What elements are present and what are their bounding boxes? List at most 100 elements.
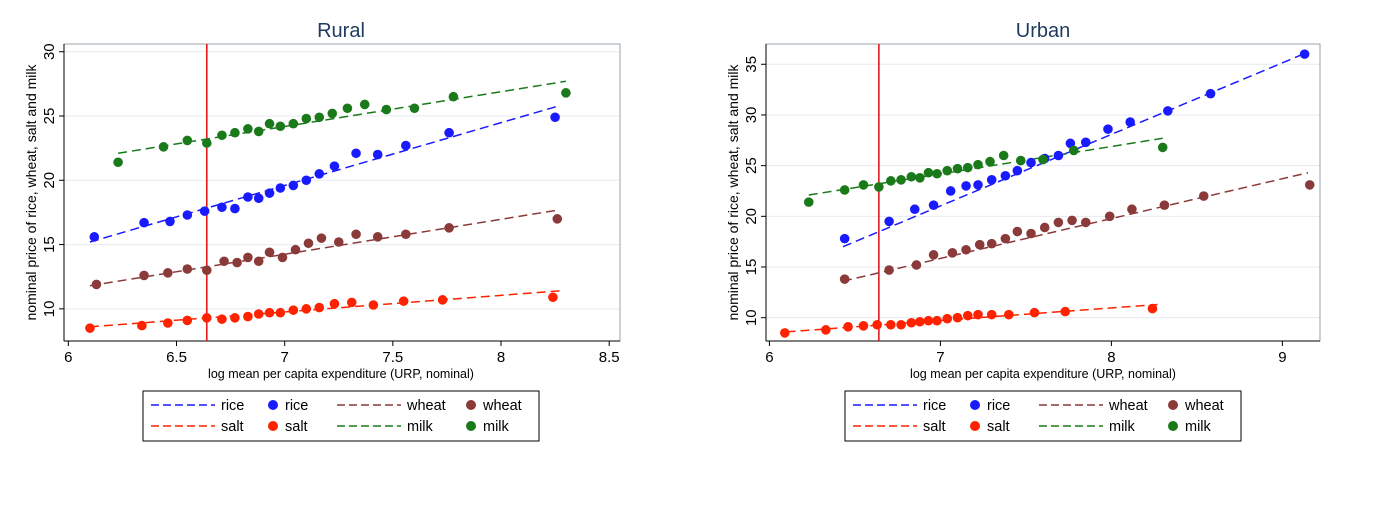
- salt-point: [973, 309, 983, 320]
- milk-point: [973, 159, 983, 170]
- salt-point: [886, 319, 896, 330]
- wheat-point: [1159, 200, 1170, 210]
- wheat-point: [974, 239, 985, 250]
- rice-point: [372, 149, 383, 160]
- salt-point: [230, 313, 240, 323]
- milk-point: [962, 162, 973, 173]
- rice-point: [301, 175, 312, 186]
- rice-point: [329, 161, 340, 171]
- legend-rice-dot-key: [970, 400, 980, 410]
- wheat-point: [219, 256, 229, 267]
- legend-label: rice: [987, 398, 1010, 414]
- x-tick-label: 9: [1278, 349, 1286, 366]
- salt-point: [264, 307, 275, 318]
- x-axis-title: log mean per capita expenditure (URP, no…: [208, 367, 474, 381]
- rice-point: [1026, 157, 1036, 168]
- y-axis-title: nominal price of rice, wheat, salt and m…: [23, 64, 39, 321]
- wheat-point: [264, 247, 275, 258]
- milk-point: [342, 103, 353, 114]
- legend-salt-dot-key: [268, 421, 278, 431]
- plot-frame: [765, 43, 1321, 342]
- wheat-point: [1198, 191, 1209, 201]
- rice-point: [314, 169, 325, 179]
- y-tick-label: 35: [743, 56, 760, 73]
- legend-label: wheat: [1184, 398, 1224, 414]
- salt-point: [137, 320, 147, 331]
- salt-point: [243, 311, 253, 322]
- y-tick-label: 15: [743, 259, 760, 276]
- wheat-point: [911, 260, 922, 270]
- milk-point: [874, 182, 884, 192]
- salt-point: [398, 296, 409, 306]
- rice-fit-line: [89, 104, 560, 243]
- rice-point: [401, 140, 411, 151]
- salt-point: [986, 309, 997, 320]
- wheat-point: [986, 238, 997, 249]
- milk-point: [217, 130, 227, 141]
- salt-point: [915, 316, 925, 327]
- milk-point: [803, 197, 814, 207]
- salt-point: [843, 322, 853, 332]
- y-tick-label: 30: [41, 43, 58, 60]
- milk-point: [942, 165, 953, 176]
- legend-label: wheat: [482, 398, 522, 414]
- salt-point: [952, 312, 963, 323]
- y-tick-label: 25: [41, 108, 58, 125]
- wheat-point: [303, 238, 314, 249]
- wheat-point: [277, 252, 288, 263]
- x-axis-title: log mean per capita expenditure (URP, no…: [910, 367, 1176, 381]
- salt-point: [217, 314, 227, 324]
- rice-point: [89, 232, 100, 242]
- rice-point: [550, 112, 560, 123]
- milk-point: [923, 167, 934, 178]
- milk-point: [1068, 145, 1079, 156]
- salt-point: [1060, 306, 1071, 317]
- milk-point: [381, 104, 392, 115]
- wheat-point: [1080, 217, 1091, 228]
- salt-point: [896, 319, 906, 330]
- x-tick-label: 7.5: [382, 349, 403, 366]
- x-tick-label: 7: [280, 349, 288, 366]
- milk-point: [1157, 142, 1168, 153]
- rice-point: [264, 188, 275, 198]
- milk-point: [896, 175, 906, 185]
- rice-point: [1299, 49, 1310, 59]
- plot-frame: [63, 43, 621, 342]
- rice-point: [986, 175, 997, 185]
- rice-point: [945, 186, 956, 196]
- wheat-point: [928, 250, 939, 260]
- y-axis-title: nominal price of rice, wheat, salt and m…: [725, 64, 741, 321]
- urban-panel: Urban 10 15 20 25 30 35 6 7 8 9 log mean per capita…: [725, 20, 1321, 381]
- x-tick-label: 6: [765, 349, 773, 366]
- legend-label: salt: [221, 419, 244, 435]
- wheat-point: [201, 265, 212, 276]
- salt-point: [182, 315, 193, 326]
- rice-point: [884, 216, 894, 227]
- salt-point: [346, 297, 357, 308]
- x-tick-label: 6.5: [166, 349, 187, 366]
- milk-point: [230, 127, 240, 138]
- rice-point: [230, 203, 240, 214]
- wheat-point: [253, 256, 264, 267]
- rice-point: [1065, 138, 1076, 149]
- legend-label: rice: [923, 398, 946, 414]
- rice-point: [253, 193, 264, 204]
- salt-fit-line: [786, 303, 1158, 333]
- rice-point: [182, 210, 193, 220]
- wheat-point: [1304, 180, 1315, 190]
- wheat-point: [139, 270, 149, 281]
- x-tick-label: 7: [936, 349, 944, 366]
- legend-box: [142, 390, 540, 442]
- rice-point: [961, 181, 971, 191]
- legend-box: [844, 390, 1242, 442]
- legend-label: milk: [1185, 419, 1212, 435]
- y-tick-label: 20: [41, 172, 58, 189]
- urban-legend: rice rice wheat wheat salt salt milk milk: [844, 390, 1242, 442]
- milk-point: [998, 150, 1009, 161]
- legend-label: salt: [987, 419, 1010, 435]
- legend-label: rice: [221, 398, 244, 414]
- salt-point: [329, 298, 340, 309]
- salt-point: [201, 313, 212, 323]
- salt-point: [923, 315, 934, 326]
